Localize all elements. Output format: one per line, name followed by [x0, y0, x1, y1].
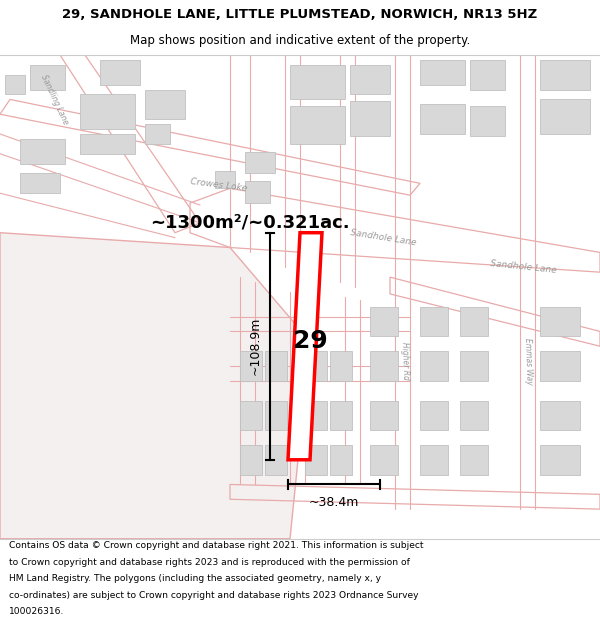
Polygon shape — [470, 106, 505, 136]
Text: 29: 29 — [293, 329, 328, 353]
Polygon shape — [420, 445, 448, 474]
Polygon shape — [265, 445, 287, 474]
Polygon shape — [20, 139, 65, 164]
Polygon shape — [460, 401, 488, 430]
Polygon shape — [540, 351, 580, 381]
Polygon shape — [265, 401, 287, 430]
Polygon shape — [240, 445, 262, 474]
Polygon shape — [330, 401, 352, 430]
Polygon shape — [460, 351, 488, 381]
Polygon shape — [350, 65, 390, 94]
Text: ~108.9m: ~108.9m — [249, 317, 262, 376]
Polygon shape — [330, 445, 352, 474]
Polygon shape — [370, 401, 398, 430]
Polygon shape — [245, 152, 275, 174]
Polygon shape — [288, 232, 322, 460]
Polygon shape — [305, 401, 327, 430]
Text: to Crown copyright and database rights 2023 and is reproduced with the permissio: to Crown copyright and database rights 2… — [9, 558, 410, 567]
Polygon shape — [290, 106, 345, 144]
Text: co-ordinates) are subject to Crown copyright and database rights 2023 Ordnance S: co-ordinates) are subject to Crown copyr… — [9, 591, 419, 599]
Polygon shape — [20, 174, 60, 193]
Text: 29, SANDHOLE LANE, LITTLE PLUMSTEAD, NORWICH, NR13 5HZ: 29, SANDHOLE LANE, LITTLE PLUMSTEAD, NOR… — [62, 8, 538, 21]
Polygon shape — [350, 101, 390, 136]
Polygon shape — [305, 351, 327, 381]
Text: Higher Rd: Higher Rd — [400, 342, 410, 380]
Polygon shape — [420, 104, 465, 134]
Text: Crowes Loke: Crowes Loke — [190, 177, 248, 193]
Text: Sandhole Lane: Sandhole Lane — [350, 228, 417, 248]
Text: 100026316.: 100026316. — [9, 607, 64, 616]
Polygon shape — [420, 351, 448, 381]
Polygon shape — [265, 351, 287, 381]
Polygon shape — [145, 124, 170, 144]
Polygon shape — [420, 60, 465, 84]
Polygon shape — [80, 94, 135, 129]
Polygon shape — [540, 445, 580, 474]
Polygon shape — [305, 445, 327, 474]
Text: HM Land Registry. The polygons (including the associated geometry, namely x, y: HM Land Registry. The polygons (includin… — [9, 574, 381, 583]
Polygon shape — [100, 60, 140, 84]
Polygon shape — [80, 134, 135, 154]
Text: Contains OS data © Crown copyright and database right 2021. This information is : Contains OS data © Crown copyright and d… — [9, 541, 424, 551]
Polygon shape — [240, 401, 262, 430]
Polygon shape — [370, 445, 398, 474]
Polygon shape — [145, 89, 185, 119]
Text: ~38.4m: ~38.4m — [309, 496, 359, 509]
Polygon shape — [460, 445, 488, 474]
Polygon shape — [370, 307, 398, 336]
Text: Emmas Way: Emmas Way — [523, 338, 533, 384]
Polygon shape — [290, 65, 345, 99]
Polygon shape — [5, 75, 25, 94]
Polygon shape — [0, 232, 310, 539]
Polygon shape — [215, 171, 235, 188]
Text: Map shows position and indicative extent of the property.: Map shows position and indicative extent… — [130, 34, 470, 47]
Polygon shape — [460, 307, 488, 336]
Polygon shape — [420, 401, 448, 430]
Text: Sandhole Lane: Sandhole Lane — [490, 259, 557, 275]
Polygon shape — [540, 60, 590, 89]
Polygon shape — [370, 351, 398, 381]
Text: ~1300m²/~0.321ac.: ~1300m²/~0.321ac. — [150, 214, 350, 232]
Polygon shape — [470, 60, 505, 89]
Polygon shape — [420, 307, 448, 336]
Polygon shape — [30, 65, 65, 89]
Text: Sandling Lane: Sandling Lane — [40, 73, 71, 126]
Polygon shape — [330, 351, 352, 381]
Polygon shape — [540, 99, 590, 134]
Polygon shape — [240, 351, 262, 381]
Polygon shape — [540, 401, 580, 430]
Polygon shape — [540, 307, 580, 336]
Polygon shape — [245, 181, 270, 203]
